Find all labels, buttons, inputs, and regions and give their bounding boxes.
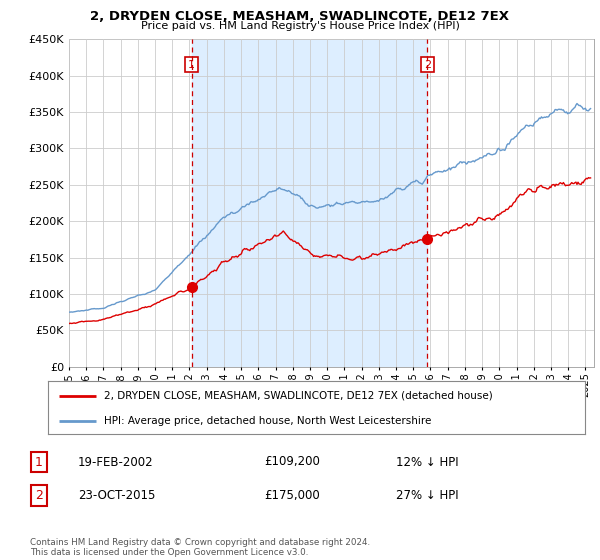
Text: 2, DRYDEN CLOSE, MEASHAM, SWADLINCOTE, DE12 7EX: 2, DRYDEN CLOSE, MEASHAM, SWADLINCOTE, D… [91, 10, 509, 22]
Text: £109,200: £109,200 [264, 455, 320, 469]
Text: Contains HM Land Registry data © Crown copyright and database right 2024.
This d: Contains HM Land Registry data © Crown c… [30, 538, 370, 557]
Bar [192, 39, 427, 367]
Text: 27% ↓ HPI: 27% ↓ HPI [396, 489, 458, 502]
Text: 1: 1 [188, 60, 195, 69]
Text: 2: 2 [424, 60, 431, 69]
Text: 23-OCT-2015: 23-OCT-2015 [78, 489, 155, 502]
Text: 12% ↓ HPI: 12% ↓ HPI [396, 455, 458, 469]
Text: 19-FEB-2002: 19-FEB-2002 [78, 455, 154, 469]
Text: 1: 1 [35, 455, 43, 469]
Text: 2, DRYDEN CLOSE, MEASHAM, SWADLINCOTE, DE12 7EX (detached house): 2, DRYDEN CLOSE, MEASHAM, SWADLINCOTE, D… [104, 391, 493, 401]
Text: Price paid vs. HM Land Registry's House Price Index (HPI): Price paid vs. HM Land Registry's House … [140, 21, 460, 31]
Text: 2: 2 [35, 489, 43, 502]
Text: £175,000: £175,000 [264, 489, 320, 502]
Text: HPI: Average price, detached house, North West Leicestershire: HPI: Average price, detached house, Nort… [104, 416, 432, 426]
